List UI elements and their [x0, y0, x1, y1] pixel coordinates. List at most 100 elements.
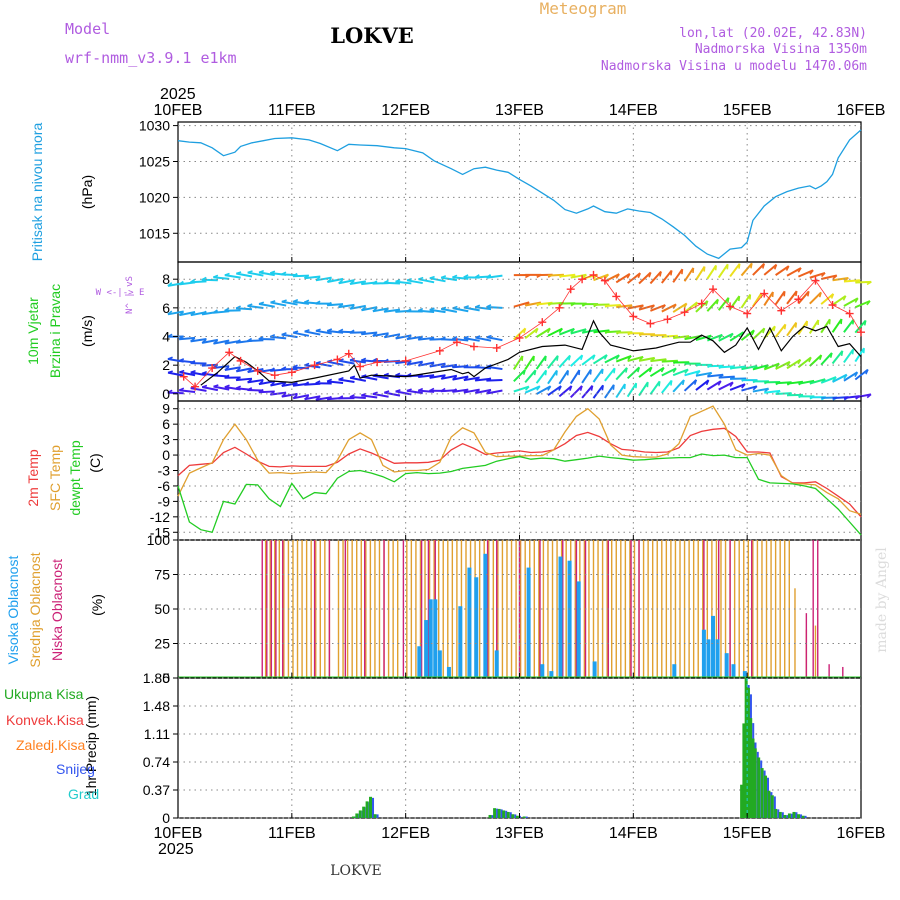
wind-arrow	[831, 318, 843, 333]
precip-snow-bar	[525, 816, 528, 818]
top-day-label: 15FEB	[723, 102, 772, 119]
wind-arrow-head	[544, 355, 547, 362]
wind-arrow-head	[372, 280, 378, 285]
wind-arrow-head	[212, 274, 219, 279]
wind-arrow-head	[783, 324, 787, 330]
wind-arrow-head	[738, 263, 741, 269]
cloud-high-bar	[549, 671, 554, 678]
wind-arrow	[547, 355, 559, 369]
cloud-high-bar	[458, 606, 463, 678]
precip-bar	[746, 687, 750, 818]
wind-arrow	[683, 379, 697, 392]
wind-arrow	[717, 263, 729, 279]
wind-arrow-head	[764, 387, 770, 393]
precip-snow-bar	[777, 809, 780, 818]
legend-convective: Konvek.Kisa	[6, 712, 84, 728]
wind-arrow	[854, 368, 869, 381]
wind-arrow	[741, 385, 758, 392]
wind-arrow	[695, 334, 712, 341]
gust-line	[183, 274, 862, 388]
wind-arrow-head	[247, 368, 253, 373]
wind-arrow-head	[212, 309, 218, 314]
wind-arrow	[463, 337, 480, 342]
wind-arrow-head	[440, 374, 446, 380]
wind-arrow-head	[694, 301, 698, 308]
wind-arrow	[304, 275, 321, 280]
wind-arrow-head	[235, 376, 241, 381]
y-tick-label: 0	[162, 670, 170, 686]
wind-y-ticks: 0 2 4 6 8	[162, 271, 862, 402]
wind-arrow	[820, 318, 831, 334]
precip-bar	[355, 813, 359, 818]
wind-arrow-head	[224, 272, 230, 276]
wind-arrow-head	[670, 380, 673, 386]
wind-arrow-head	[281, 366, 287, 371]
wind-arrow-head	[178, 311, 184, 316]
wind-arrow	[683, 267, 695, 282]
cloud-panel: 0 25 50 75 100 Visoka Oblacnost Srednja Obla…	[5, 532, 862, 686]
wind-arrow-head	[486, 304, 492, 308]
wind-arrow	[809, 378, 826, 385]
pressure-unit: (hPa)	[79, 175, 95, 209]
wind-arrow-head	[523, 328, 527, 334]
wind-arrow-head	[603, 354, 608, 360]
wind-arrow	[684, 335, 701, 341]
wind-arrow-head	[269, 367, 275, 372]
footer-station: LOKVE	[330, 863, 382, 879]
wind-arrow-head	[178, 387, 185, 391]
wind-arrow	[406, 279, 423, 285]
precip-snow-bar	[491, 815, 494, 818]
cloud-high-bar	[424, 620, 429, 678]
wind-arrow	[740, 293, 752, 309]
wind-arrow-head	[729, 381, 734, 387]
temp-series-line	[177, 405, 862, 515]
wind-arrow	[718, 381, 734, 391]
wind-arrow	[167, 371, 184, 377]
precip-snow-bar	[505, 810, 508, 818]
wind-arrow	[604, 330, 621, 334]
wind-arrow	[524, 327, 539, 340]
wind-arrow-head	[304, 395, 309, 400]
wind-arrow	[558, 385, 573, 398]
wind-arrow-head	[752, 385, 758, 391]
wind-arrow-head	[658, 381, 661, 387]
precip-bars	[351, 678, 807, 818]
wind-arrow	[327, 360, 344, 366]
wind-arrow-head	[201, 362, 207, 367]
bottom-day-label: 16FEB	[837, 825, 886, 842]
wind-arrow	[327, 277, 344, 283]
wind-arrow-head	[213, 384, 219, 388]
wind-speed-line	[200, 319, 862, 386]
precip-snow-bar	[500, 809, 503, 818]
wind-arrow-head	[555, 370, 558, 376]
wind-arrow-head	[394, 308, 401, 313]
wind-arrow	[429, 308, 446, 314]
bottom-day-label: 12FEB	[381, 825, 430, 842]
wind-arrow-head	[452, 336, 458, 340]
wind-arrow	[752, 292, 763, 308]
wind-arrow-head	[672, 367, 677, 373]
wind-arrow	[774, 323, 787, 338]
wind-arrow-head	[360, 330, 366, 335]
wind-arrow-head	[808, 357, 812, 363]
wind-arrow-head	[693, 379, 698, 385]
wind-arrow-head	[167, 389, 173, 394]
wind-arrow	[604, 354, 620, 364]
wind-arrow-head	[684, 368, 689, 374]
wind-arrow	[349, 304, 367, 310]
wind-arrow	[570, 385, 583, 398]
wind-arrow	[281, 333, 298, 339]
wind-arrow-head	[670, 270, 673, 276]
wind-arrow-head	[474, 376, 480, 382]
precip-bar	[742, 723, 746, 818]
wind-arrow	[706, 380, 722, 391]
wind-arrow	[558, 369, 569, 385]
y-tick-label: -12	[150, 509, 170, 525]
wind-arrow	[463, 388, 480, 394]
wind-arrow-head	[589, 369, 592, 375]
wind-arrow-head	[705, 300, 709, 306]
wind-arrow	[786, 380, 804, 385]
wind-arrow-head	[627, 355, 632, 361]
wind-arrow	[707, 373, 724, 378]
wind-arrow-head	[406, 372, 412, 377]
